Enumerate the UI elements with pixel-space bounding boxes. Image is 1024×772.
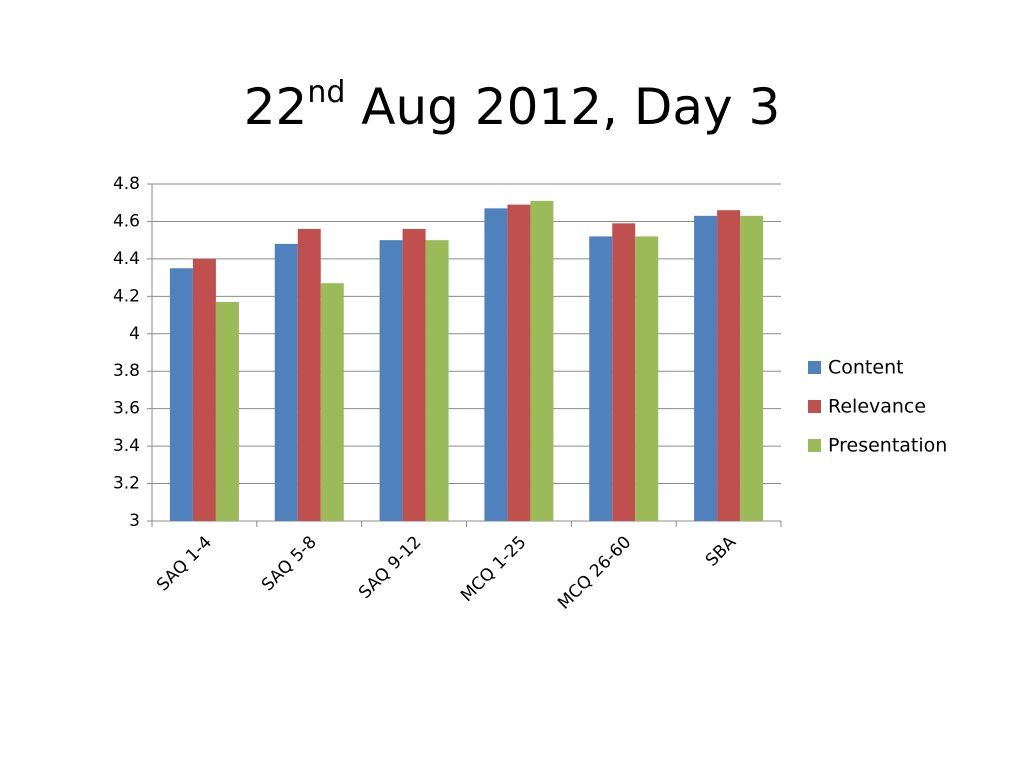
bar: [484, 208, 508, 522]
x-tick-label: MCQ 26-60: [554, 532, 635, 613]
y-tick-label: 3.4: [113, 436, 140, 456]
bar: [612, 223, 636, 522]
legend-swatch: [808, 361, 821, 374]
bar: [297, 228, 321, 521]
y-tick-label: 3: [129, 511, 140, 531]
x-tick-label: SAQ 9-12: [355, 532, 426, 603]
y-tick-label: 3.2: [113, 474, 140, 494]
bar: [379, 240, 403, 521]
bar: [694, 215, 718, 522]
bar: [507, 204, 531, 521]
y-tick-label: 4.2: [113, 286, 140, 306]
bar: [402, 228, 426, 521]
bar: [215, 301, 239, 521]
y-tick-label: 4.6: [113, 211, 140, 231]
y-tick-label: 3.8: [113, 361, 140, 381]
bar: [425, 240, 449, 521]
bar: [530, 200, 554, 521]
legend-label: Relevance: [828, 396, 926, 418]
bar: [717, 210, 741, 521]
bar: [274, 243, 298, 521]
chart-title: 22nd Aug 2012, Day 3: [244, 75, 781, 136]
x-tick-label: SBA: [702, 532, 741, 571]
bar: [320, 283, 344, 521]
y-tick-label: 3.6: [113, 399, 140, 419]
title-text: 22: [244, 78, 308, 136]
bar: [740, 215, 764, 522]
y-tick-label: 4: [129, 324, 140, 344]
legend-label: Presentation: [828, 435, 947, 457]
bar: [635, 236, 659, 521]
bar: [169, 268, 193, 521]
y-tick-label: 4.4: [113, 249, 140, 269]
x-tick-label: MCQ 1-25: [457, 532, 530, 605]
x-tick-label: SAQ 1-4: [153, 532, 216, 595]
legend-label: Content: [828, 357, 904, 379]
legend-swatch: [808, 400, 821, 413]
bar: [589, 236, 613, 521]
title-text: Aug 2012, Day 3: [345, 78, 780, 136]
title-superscript: nd: [307, 75, 345, 110]
bar: [192, 258, 216, 521]
y-tick-label: 4.8: [113, 174, 140, 194]
legend-swatch: [808, 439, 821, 452]
x-tick-label: SAQ 5-8: [258, 532, 321, 595]
